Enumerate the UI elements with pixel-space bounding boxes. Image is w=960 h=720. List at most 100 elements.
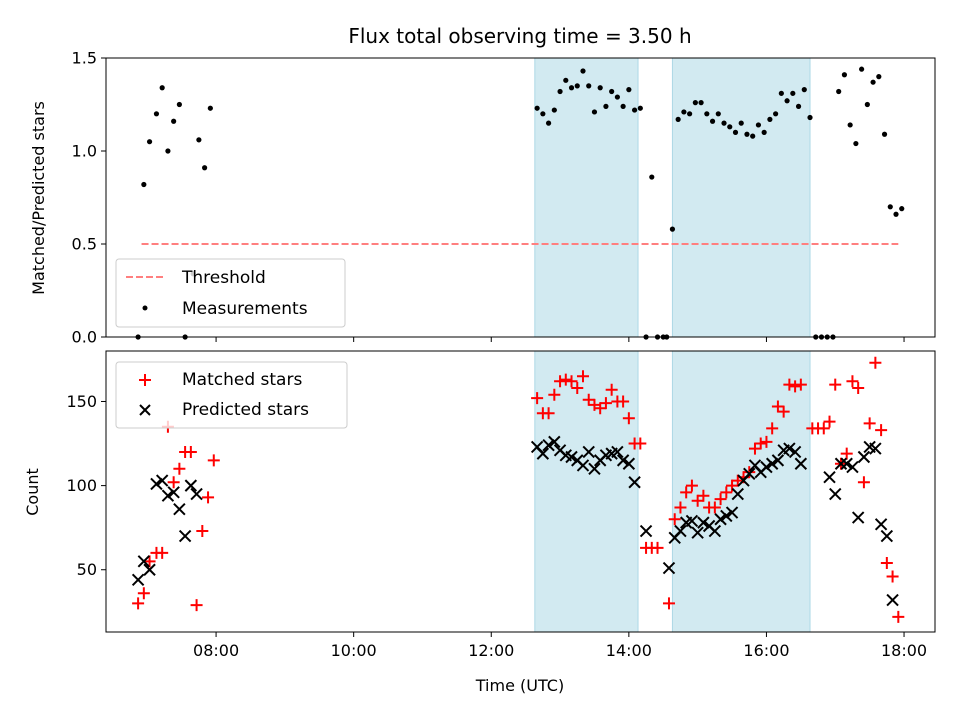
measurement-point-17: [557, 88, 563, 95]
bottom-shaded-interval-0: [534, 350, 639, 633]
measurement-point-52: [755, 122, 762, 128]
predicted-star-point-39: [714, 513, 727, 526]
measurement-point-44: [709, 118, 716, 124]
measurement-point-16: [551, 107, 557, 113]
predicted-star-point-2: [143, 563, 156, 576]
predicted-star-point-51: [783, 442, 796, 455]
predicted-star-point-47: [760, 460, 773, 474]
predicted-star-point-30: [662, 561, 676, 575]
predicted-star-point-65: [886, 593, 899, 607]
matched-star-point-18: [554, 375, 567, 388]
measurement-point-12: [207, 105, 213, 111]
matched-star-point-44: [708, 501, 721, 514]
measurement-point-2: [146, 139, 153, 145]
predicted-star-point-41: [725, 506, 739, 519]
predicted-star-point-59: [851, 511, 865, 524]
measurement-point-69: [853, 140, 859, 147]
measurement-point-21: [580, 68, 586, 74]
matched-star-point-1: [137, 587, 150, 600]
predicted-star-point-12: [536, 447, 550, 460]
measurement-point-5: [165, 148, 171, 154]
matched-star-point-38: [674, 501, 687, 514]
measurement-point-3: [153, 111, 160, 117]
measurement-point-32: [643, 334, 649, 340]
measurement-point-0: [135, 334, 141, 340]
bottom-legend: Matched stars Predicted stars: [115, 361, 348, 429]
measurement-point-18: [563, 77, 569, 83]
matched-star-point-13: [207, 454, 220, 467]
measurement-point-24: [597, 85, 603, 91]
legend-predicted-swatch: [139, 404, 151, 416]
measurement-point-58: [790, 90, 796, 96]
measurement-point-57: [784, 98, 790, 104]
measurement-point-31: [637, 105, 643, 111]
matched-star-point-51: [748, 442, 761, 455]
matched-star-point-46: [720, 486, 733, 499]
top-y-tick-label-0: 0.0: [72, 328, 97, 347]
predicted-star-point-6: [167, 486, 180, 499]
predicted-star-point-48: [765, 457, 779, 470]
predicted-star-point-9: [184, 479, 198, 492]
measurement-point-33: [649, 174, 655, 180]
matched-star-point-2: [143, 555, 156, 568]
measurement-point-74: [881, 131, 888, 137]
matched-star-point-55: [771, 400, 784, 413]
bottom-y-tick-label-2: 150: [66, 392, 97, 411]
matched-star-point-72: [875, 424, 888, 437]
top-shaded-interval-0: [534, 57, 639, 338]
measurement-point-46: [721, 120, 727, 126]
measurement-point-22: [586, 83, 592, 89]
measurement-point-39: [681, 109, 687, 115]
measurement-point-15: [545, 120, 552, 126]
matched-star-point-70: [863, 417, 876, 430]
predicted-star-point-63: [874, 518, 888, 531]
measurement-point-7: [176, 101, 182, 108]
x-tick-label-1: 10:00: [331, 641, 377, 660]
measurement-point-40: [687, 111, 693, 117]
predicted-star-point-58: [846, 460, 859, 474]
predicted-star-point-27: [622, 457, 636, 470]
measurement-point-25: [603, 103, 609, 109]
measurement-point-8: [182, 334, 188, 340]
chart-title: Flux total observing time = 3.50 h: [348, 24, 691, 48]
matched-star-point-40: [685, 479, 698, 492]
measurement-point-27: [614, 94, 620, 100]
measurement-point-30: [631, 107, 638, 113]
measurement-point-70: [859, 66, 865, 72]
matched-star-point-54: [766, 422, 779, 435]
predicted-star-point-53: [794, 457, 808, 470]
measurement-point-71: [864, 101, 870, 108]
measurement-point-66: [836, 88, 842, 95]
legend-threshold-label: Threshold: [181, 268, 266, 288]
measurement-point-63: [818, 334, 825, 340]
predicted-star-point-8: [178, 529, 192, 543]
measurement-point-51: [750, 133, 756, 139]
matched-star-point-6: [167, 476, 180, 489]
matched-star-point-39: [680, 486, 693, 499]
predicted-star-point-13: [542, 439, 555, 452]
bottom-frame: [105, 350, 936, 633]
matched-star-point-23: [582, 393, 595, 406]
matched-star-point-29: [617, 395, 630, 408]
predicted-star-point-5: [161, 489, 175, 502]
measurement-point-29: [626, 87, 632, 93]
bottom-y-tick-label-1: 100: [66, 476, 97, 495]
measurement-point-76: [893, 211, 899, 217]
measurement-point-13: [534, 105, 540, 111]
matched-star-point-4: [156, 546, 169, 559]
predicted-star-point-25: [611, 445, 624, 459]
measurement-point-77: [899, 206, 905, 212]
top-legend: Threshold Measurements: [115, 258, 346, 328]
predicted-star-point-10: [190, 487, 203, 501]
matched-star-point-42: [697, 489, 710, 502]
x-tick-label-2: 12:00: [468, 641, 514, 660]
x-tick-label-5: 18:00: [881, 641, 927, 660]
top-y-axis-label: Matched/Predicted stars: [29, 101, 48, 295]
measurement-point-34: [654, 334, 661, 340]
measurement-point-61: [807, 114, 813, 121]
predicted-star-point-3: [150, 477, 163, 491]
measurement-point-37: [669, 226, 676, 232]
predicted-star-point-34: [685, 514, 699, 528]
predicted-star-point-62: [869, 442, 882, 455]
